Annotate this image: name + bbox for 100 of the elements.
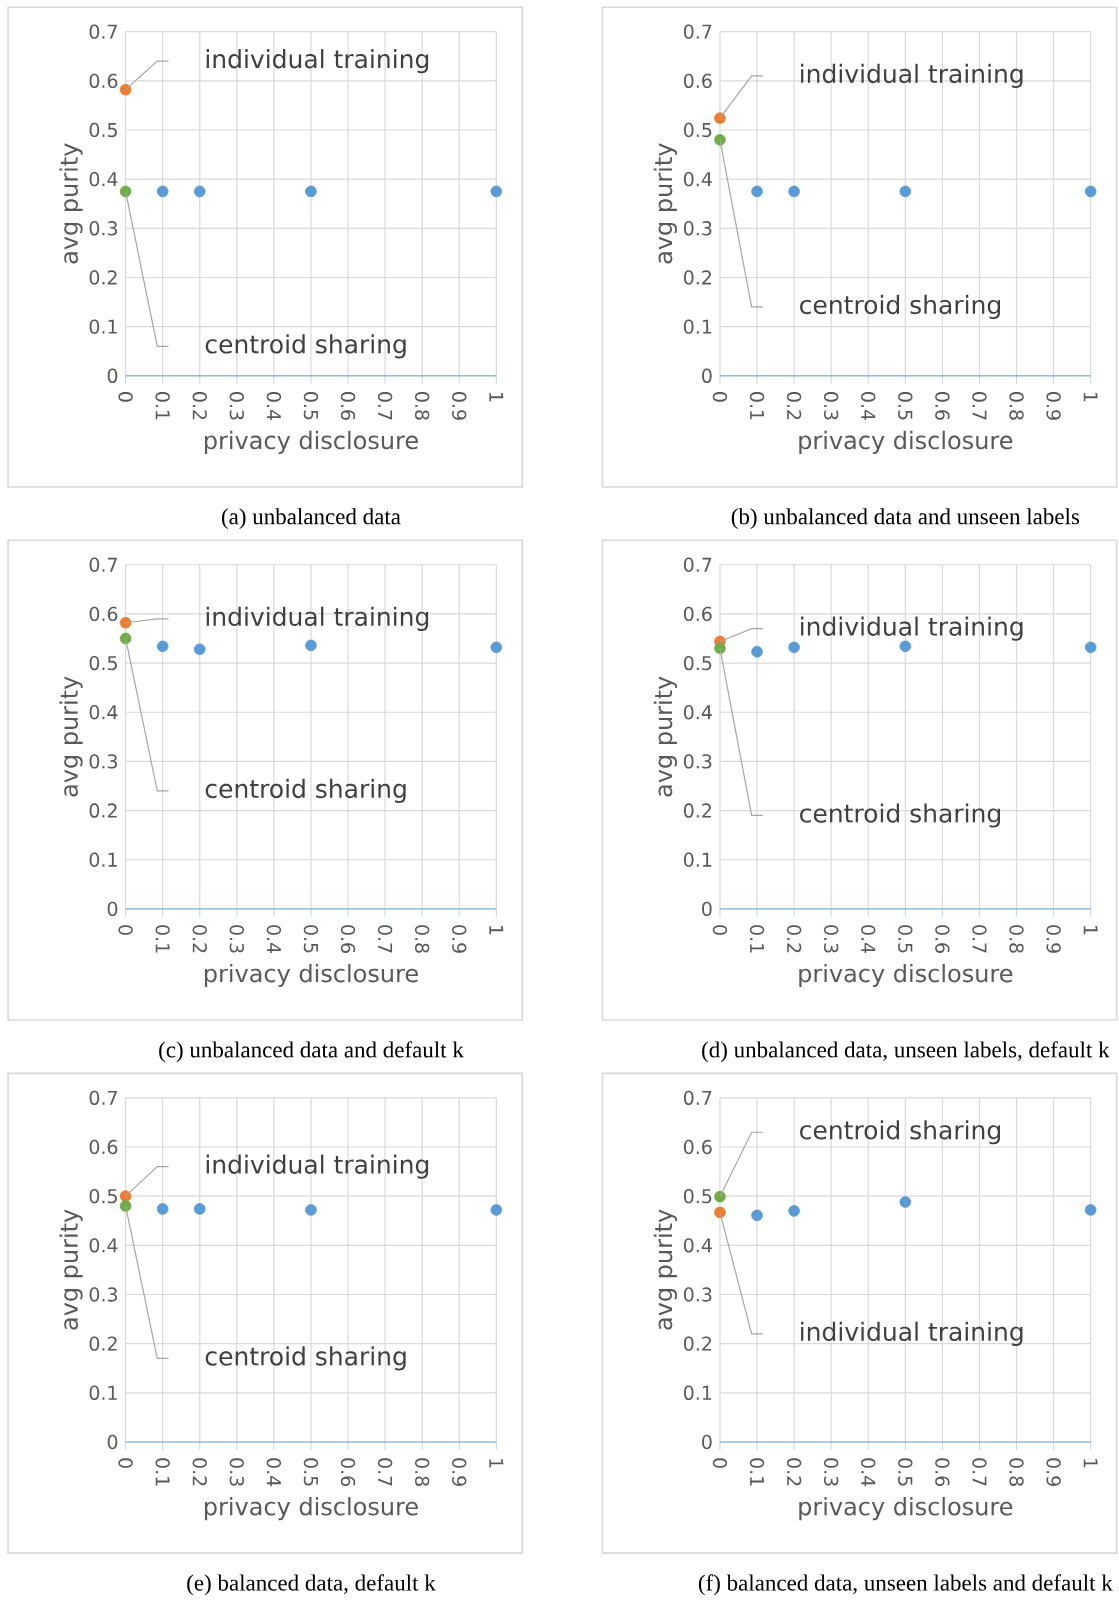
x-tick-label: 0.8 xyxy=(414,925,430,953)
x-tick-label: 0.9 xyxy=(1046,392,1061,420)
y-tick-label: 0 xyxy=(107,368,118,383)
point xyxy=(193,1203,206,1215)
text: centroid sharing xyxy=(205,778,406,803)
y-axis-title: avg purity xyxy=(59,676,83,797)
y-tick-label: 0.5 xyxy=(683,122,712,138)
y-tick-label: 0.2 xyxy=(683,1336,711,1351)
x-tick-label: 0.6 xyxy=(340,1458,356,1487)
y-tick-label: 0.1 xyxy=(683,1385,711,1401)
x-tick-label: 0.3 xyxy=(229,1458,244,1486)
x-tick-label: 0.9 xyxy=(451,392,467,420)
x-tick-label: 0.2 xyxy=(192,392,207,420)
x-tick-label: 0.3 xyxy=(229,925,244,953)
y-tick-label: 0.4 xyxy=(683,705,712,720)
y-tick-label: 0.7 xyxy=(89,557,117,572)
y-tick-label: 0.3 xyxy=(683,1287,712,1302)
y-tick-label: 0 xyxy=(107,901,118,917)
point xyxy=(714,112,726,124)
y-tick-label: 0.2 xyxy=(89,803,117,818)
x-tick-label: 0.5 xyxy=(897,1458,913,1486)
point xyxy=(119,1200,132,1212)
x-tick-label: 0.7 xyxy=(972,925,987,953)
y-axis-title: avg purity xyxy=(653,676,677,797)
x-tick-label: 1 xyxy=(1083,392,1098,402)
x-tick-label: 0.9 xyxy=(1046,925,1061,953)
x-tick-label: 1 xyxy=(489,392,504,402)
y-tick-label: 0.4 xyxy=(89,171,118,187)
y-tick-label: 0.7 xyxy=(89,1090,117,1106)
y-tick-label: 0.5 xyxy=(683,655,712,671)
x-tick-label: 0.4 xyxy=(860,925,876,954)
text: individual training xyxy=(800,616,1023,641)
x-tick-label: 0.3 xyxy=(823,1458,839,1486)
y-axis-title: avg purity xyxy=(653,1209,677,1330)
x-tick-label: 0.9 xyxy=(1046,1458,1061,1486)
text: individual training xyxy=(800,63,1023,88)
y-tick-label: 0.6 xyxy=(89,606,118,622)
y-tick-label: 0.3 xyxy=(683,754,712,769)
x-tick-label: 0.7 xyxy=(377,392,393,420)
x-tick-label: 0.2 xyxy=(786,1458,802,1486)
x-tick-label: 1 xyxy=(489,1459,504,1468)
text: (b) unbalanced data and unseen labels xyxy=(731,508,1079,530)
x-tick-label: 0.5 xyxy=(303,1458,318,1486)
y-tick-label: 0.5 xyxy=(89,122,117,138)
y-tick-label: 0.2 xyxy=(683,803,711,818)
point xyxy=(490,641,502,654)
y-tick-label: 0.5 xyxy=(683,1188,712,1204)
x-tick-label: 0.5 xyxy=(897,925,913,953)
text: centroid sharing xyxy=(205,1346,406,1371)
y-tick-label: 0.2 xyxy=(683,270,711,285)
x-axis-title: privacy disclosure xyxy=(204,963,418,988)
x-tick-label: 0 xyxy=(118,392,133,402)
point xyxy=(714,1190,726,1203)
x-tick-label: 0.1 xyxy=(155,392,170,420)
x-tick-label: 0.5 xyxy=(303,925,318,953)
x-tick-label: 0.6 xyxy=(935,1458,950,1487)
y-tick-label: 0.6 xyxy=(683,606,712,622)
x-tick-label: 0.2 xyxy=(786,392,802,420)
x-tick-label: 0.4 xyxy=(266,392,281,421)
y-tick-label: 0 xyxy=(701,368,712,383)
y-tick-label: 0.5 xyxy=(89,655,117,671)
x-tick-label: 1 xyxy=(1083,1459,1098,1468)
x-tick-label: 0.6 xyxy=(340,392,356,420)
point xyxy=(751,1209,763,1222)
text: centroid sharing xyxy=(799,294,1000,320)
x-tick-label: 0.6 xyxy=(340,925,356,953)
y-tick-label: 0.4 xyxy=(89,1238,118,1253)
text: (e) balanced data, default k xyxy=(187,1574,436,1596)
point xyxy=(714,134,726,146)
x-tick-label: 0 xyxy=(712,392,727,402)
x-tick-label: 0.8 xyxy=(414,1458,430,1486)
point xyxy=(304,1204,317,1216)
point xyxy=(1084,185,1097,198)
point xyxy=(193,643,206,656)
y-tick-label: 0.1 xyxy=(683,319,711,334)
x-tick-label: 0.7 xyxy=(972,392,987,420)
x-tick-label: 0.1 xyxy=(155,1458,170,1486)
x-tick-label: 1 xyxy=(1083,926,1098,935)
x-tick-label: 0.7 xyxy=(377,925,393,953)
x-axis-title: privacy disclosure xyxy=(799,1496,1013,1521)
x-axis-title: privacy disclosure xyxy=(204,1496,418,1521)
x-tick-label: 0.6 xyxy=(935,925,950,953)
y-tick-label: 0.1 xyxy=(89,1385,117,1401)
x-tick-label: 0.3 xyxy=(823,392,839,420)
point xyxy=(788,1205,800,1217)
x-tick-label: 0.3 xyxy=(229,392,244,420)
x-tick-label: 0 xyxy=(712,1458,727,1468)
text: individual training xyxy=(206,1154,428,1179)
x-tick-label: 0.5 xyxy=(303,392,318,420)
x-tick-label: 0.2 xyxy=(192,1458,207,1486)
x-tick-label: 0.1 xyxy=(749,392,765,420)
x-tick-label: 0.2 xyxy=(192,925,207,953)
x-tick-label: 1 xyxy=(489,926,504,935)
y-tick-label: 0.4 xyxy=(683,171,712,187)
x-tick-label: 0.7 xyxy=(972,1458,987,1486)
text: centroid sharing xyxy=(799,1120,1000,1145)
point xyxy=(490,1204,502,1216)
y-tick-label: 0.3 xyxy=(683,221,712,236)
point xyxy=(788,185,800,198)
x-tick-label: 0.2 xyxy=(786,925,802,953)
